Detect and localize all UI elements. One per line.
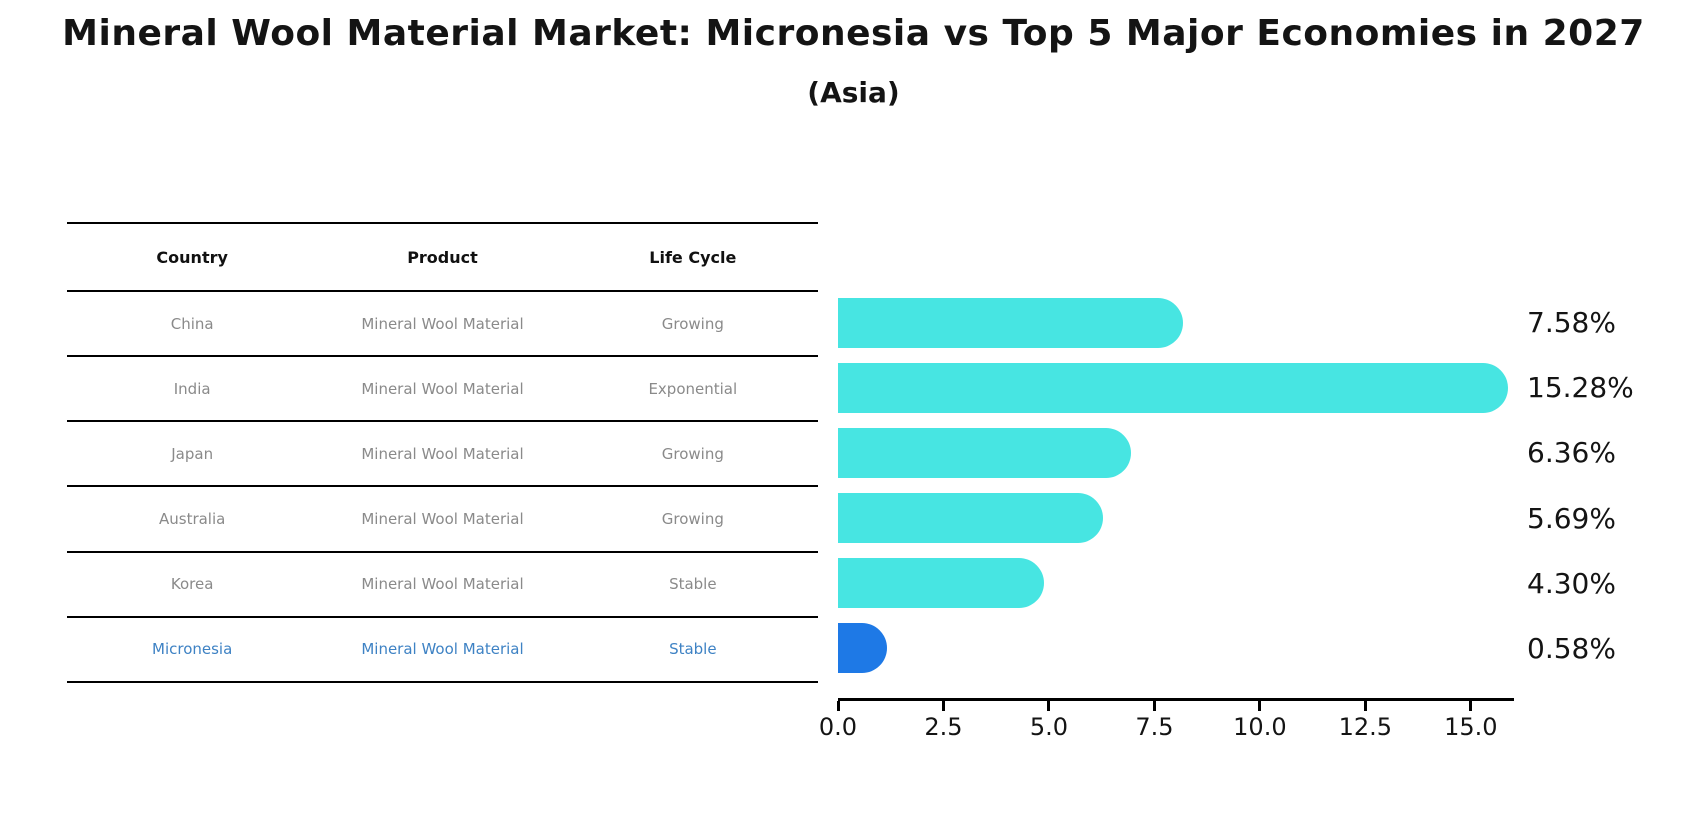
cell-country: Japan — [171, 444, 214, 463]
x-tick-label: 2.5 — [924, 713, 963, 741]
cell-life-cycle: Exponential — [648, 379, 738, 398]
cell-life-cycle: Stable — [669, 640, 717, 659]
table-row-india: India Mineral Wool Material Exponential — [67, 357, 818, 423]
cell-life-cycle: Stable — [669, 575, 717, 594]
cell-life-cycle: Growing — [661, 510, 724, 529]
value-label-micronesia: 0.58% — [1527, 631, 1616, 665]
cell-product: Mineral Wool Material — [361, 379, 524, 398]
x-tick-mark — [941, 701, 945, 711]
table-row-china: China Mineral Wool Material Growing — [67, 292, 818, 358]
bar-korea — [838, 558, 1045, 609]
bar-japan — [838, 427, 1132, 478]
x-tick-mark — [1363, 701, 1367, 711]
x-tick-mark — [1258, 701, 1262, 711]
x-tick-label: 5.0 — [1029, 713, 1069, 741]
bar-india — [838, 362, 1508, 413]
cell-country: Korea — [170, 575, 214, 594]
x-tick-mark — [1152, 701, 1156, 711]
x-tick-label: 7.5 — [1135, 713, 1174, 741]
cell-life-cycle: Growing — [661, 314, 724, 333]
table-row-australia: Australia Mineral Wool Material Growing — [67, 487, 818, 553]
cell-country: Australia — [158, 510, 226, 529]
cell-country: China — [170, 314, 214, 333]
value-label-china: 7.58% — [1527, 306, 1616, 340]
x-tick-mark — [1469, 701, 1473, 711]
table-body: China Mineral Wool Material Growing India Mi… — [67, 292, 818, 683]
cell-product: Mineral Wool Material — [361, 444, 524, 463]
table-header-row: Country Product Life Cycle — [67, 224, 818, 292]
chart-subtitle: (Asia) — [807, 76, 900, 109]
chart-title: Mineral Wool Material Market: Micronesia… — [62, 13, 1645, 54]
bar-australia — [838, 493, 1104, 544]
table-row-japan: Japan Mineral Wool Material Growing — [67, 422, 818, 488]
cell-product: Mineral Wool Material — [361, 575, 524, 594]
x-tick-label: 10.0 — [1233, 713, 1287, 741]
table-header-product: Product — [407, 247, 478, 267]
table-row-micronesia: Micronesia Mineral Wool Material Stable — [67, 618, 818, 683]
cell-life-cycle: Growing — [661, 444, 724, 463]
value-label-australia: 5.69% — [1527, 501, 1616, 535]
table-header-life-cycle: Life Cycle — [649, 247, 737, 267]
cell-product: Mineral Wool Material — [361, 640, 524, 659]
x-tick-mark — [1047, 701, 1051, 711]
x-axis-line — [838, 698, 1514, 701]
cell-country: India — [173, 379, 211, 398]
value-label-japan: 6.36% — [1527, 436, 1616, 470]
x-tick-label: 0.0 — [818, 713, 858, 741]
cell-country: Micronesia — [152, 640, 233, 659]
x-tick-label: 15.0 — [1444, 713, 1498, 741]
value-label-korea: 4.30% — [1527, 566, 1616, 600]
bar-micronesia — [838, 623, 888, 674]
x-tick-label: 12.5 — [1338, 713, 1393, 741]
table-header-country: Country — [156, 247, 228, 267]
x-tick-mark — [836, 701, 840, 711]
cell-product: Mineral Wool Material — [361, 510, 524, 529]
table-row-korea: Korea Mineral Wool Material Stable — [67, 553, 818, 618]
value-label-india: 15.28% — [1527, 371, 1634, 405]
bar-china — [838, 297, 1183, 348]
data-table: Country Product Life Cycle China Mineral Wo… — [67, 222, 818, 683]
cell-product: Mineral Wool Material — [361, 314, 524, 333]
